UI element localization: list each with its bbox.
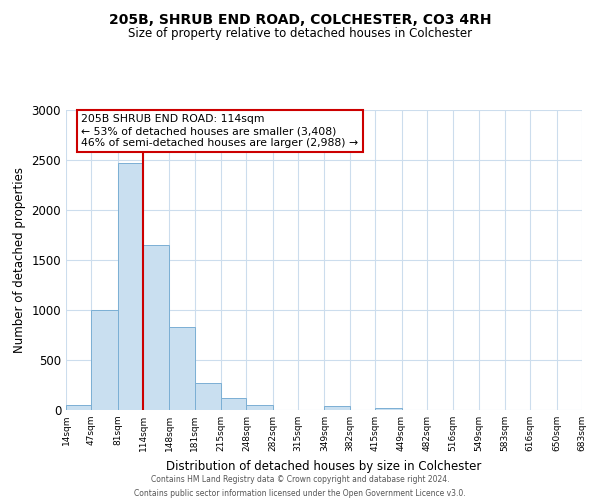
- Bar: [118, 163, 143, 410]
- Bar: [169, 327, 195, 410]
- Bar: [325, 406, 350, 410]
- Bar: [143, 245, 169, 410]
- Bar: [91, 310, 118, 410]
- Text: Size of property relative to detached houses in Colchester: Size of property relative to detached ho…: [128, 28, 472, 40]
- Text: 205B SHRUB END ROAD: 114sqm
← 53% of detached houses are smaller (3,408)
46% of : 205B SHRUB END ROAD: 114sqm ← 53% of det…: [82, 114, 359, 148]
- Bar: [375, 408, 401, 410]
- X-axis label: Distribution of detached houses by size in Colchester: Distribution of detached houses by size …: [166, 460, 482, 472]
- Text: Contains HM Land Registry data © Crown copyright and database right 2024.
Contai: Contains HM Land Registry data © Crown c…: [134, 476, 466, 498]
- Bar: [66, 404, 91, 410]
- Bar: [221, 398, 247, 410]
- Bar: [195, 383, 221, 410]
- Y-axis label: Number of detached properties: Number of detached properties: [13, 167, 26, 353]
- Bar: [247, 404, 273, 410]
- Text: 205B, SHRUB END ROAD, COLCHESTER, CO3 4RH: 205B, SHRUB END ROAD, COLCHESTER, CO3 4R…: [109, 12, 491, 26]
